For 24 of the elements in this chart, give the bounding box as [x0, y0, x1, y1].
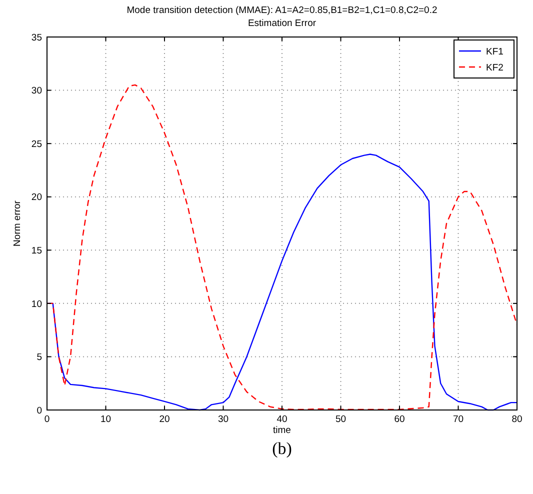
- y-tick-label: 35: [31, 32, 42, 44]
- chart-subtitle: Estimation Error: [248, 18, 316, 29]
- y-tick-label: 10: [31, 298, 42, 310]
- y-tick-label: 5: [36, 352, 42, 364]
- x-tick-label: 80: [512, 414, 522, 425]
- y-axis-title: Norm error: [12, 200, 23, 246]
- text: (b): [272, 439, 292, 458]
- y-tick-label: 25: [31, 138, 42, 150]
- x-tick-label: 10: [100, 414, 112, 425]
- chart-title: Mode transition detection (MMAE): A1=A2=0.85,B1=B2=1,C1=0.8,C2=0.2: [126, 5, 438, 16]
- legend-label: KF2: [486, 62, 504, 74]
- x-axis-title: time: [273, 425, 291, 436]
- y-tick-label: 15: [31, 245, 42, 256]
- x-tick-label: 20: [159, 414, 170, 425]
- x-tick-label: 0: [44, 414, 50, 425]
- x-tick-label: 40: [276, 414, 288, 425]
- y-tick-label: 20: [31, 192, 42, 204]
- x-tick-label: 60: [394, 414, 405, 425]
- x-tick-label: 30: [218, 414, 229, 425]
- x-tick-label: 70: [452, 414, 464, 425]
- y-tick-label: 30: [31, 86, 42, 97]
- x-tick-label: 50: [335, 414, 346, 425]
- y-tick-label: 0: [36, 405, 42, 416]
- legend-label: KF1: [486, 46, 504, 58]
